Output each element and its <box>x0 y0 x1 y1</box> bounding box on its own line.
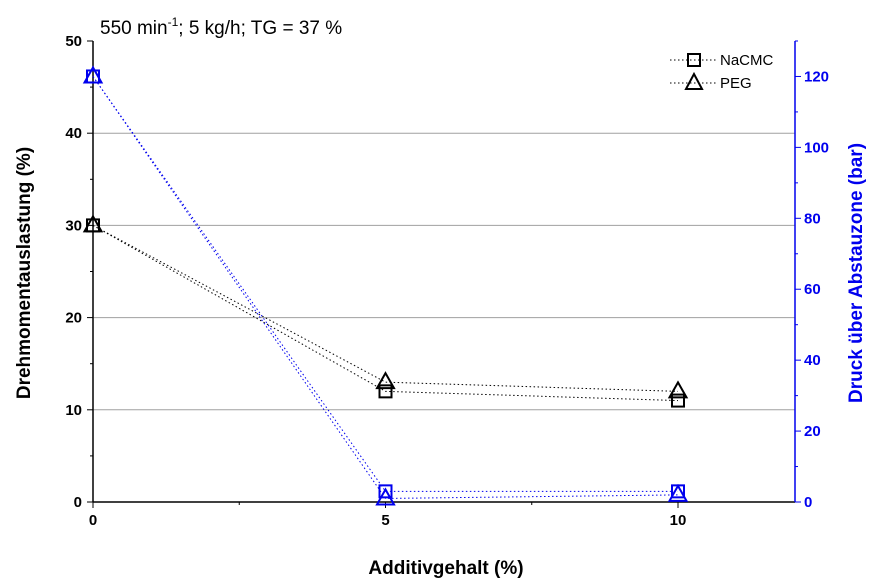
chart-title: 550 min-1; 5 kg/h; TG = 37 % <box>100 15 342 39</box>
y-left-tick-label: 40 <box>65 125 82 142</box>
series-peg-left-point <box>667 380 689 399</box>
legend-marker-square <box>687 53 701 67</box>
series-peg-left-point <box>82 214 104 233</box>
grid-lines <box>93 132 795 411</box>
series-nacmc-right-line <box>92 76 678 492</box>
y-axis-left-title: Drehmomentauslastung (%) <box>14 147 35 399</box>
series-layer <box>82 65 689 506</box>
x-tick-label: 5 <box>381 512 389 529</box>
series-peg-right-point <box>82 65 104 84</box>
x-axis-title: Additivgehalt (%) <box>368 558 523 579</box>
y-right-tick-label: 40 <box>804 352 821 369</box>
y-right-tick-label: 0 <box>804 494 812 511</box>
legend-marker-triangle <box>684 71 704 90</box>
y-right-tick-label: 100 <box>804 139 829 156</box>
series-peg-left-line <box>92 224 679 392</box>
y-right-tick-label: 120 <box>804 68 829 85</box>
series-nacmc-right-point <box>378 484 393 499</box>
y-axis-right-title: Druck über Abstauzone (bar) <box>846 143 867 403</box>
y-left-tick-label: 0 <box>74 494 82 511</box>
series-nacmc-left-line <box>92 224 679 402</box>
y-left-tick-label: 30 <box>65 217 82 234</box>
series-peg-right-point <box>375 487 396 506</box>
series-peg-right-point <box>667 483 689 502</box>
x-tick-label: 0 <box>89 512 97 529</box>
y-left-tick-label: 20 <box>65 310 82 327</box>
y-right-tick-label: 80 <box>804 210 821 227</box>
series-nacmc-left-point <box>671 393 685 408</box>
x-tick-label: 10 <box>670 512 687 529</box>
legend-label-peg: PEG <box>720 75 752 92</box>
series-peg-right-line <box>92 76 679 499</box>
y-left-tick-label: 10 <box>65 402 82 419</box>
series-peg-left-point <box>375 371 396 390</box>
axes <box>92 41 796 503</box>
series-nacmc-left-point <box>378 384 393 399</box>
y-right-tick-label: 60 <box>804 281 821 298</box>
y-left-tick-label: 50 <box>65 33 82 50</box>
legend-label-nacmc: NaCMC <box>720 52 774 69</box>
ticks: 0 10 20 30 40 50 0 20 40 60 80 100 120 0 5 10 <box>65 33 829 529</box>
y-right-tick-label: 20 <box>804 423 821 440</box>
legend: NaCMC PEG <box>670 52 774 92</box>
